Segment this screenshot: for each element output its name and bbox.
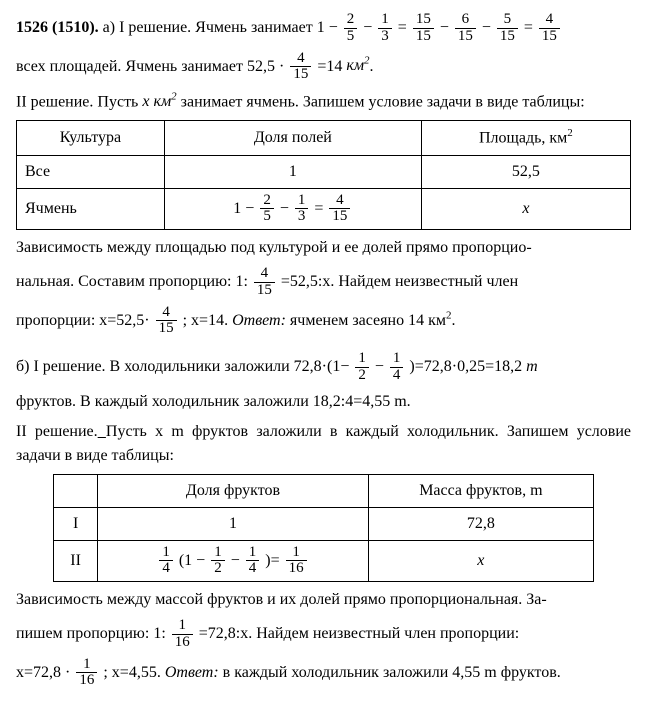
- th-fraction: Доля полей: [164, 121, 421, 155]
- table-row: Все 1 52,5: [17, 155, 631, 188]
- th-empty: [53, 474, 97, 507]
- a-sol1-label: а) I решение. Ячмень занимает: [103, 19, 313, 36]
- cell-1: 1: [98, 507, 368, 540]
- frac-4-15: 415: [539, 12, 560, 45]
- part-b-line1: б) I решение. В холодильники заложили 72…: [16, 351, 631, 384]
- answer-label-a: Ответ:: [232, 312, 286, 329]
- a-after-table-l2: нальная. Составим пропорцию: 1: 415 =52,…: [16, 266, 631, 299]
- th-area: Площадь, км2: [421, 121, 630, 155]
- th-fruit-mass: Масса фруктов, m: [368, 474, 593, 507]
- cell-1: 1: [164, 155, 421, 188]
- cell-frac-expr-b: 14 (1 − 12 − 14 )= 116: [98, 540, 368, 582]
- table-row: Доля фруктов Масса фруктов, m: [53, 474, 593, 507]
- cell-all: Все: [17, 155, 165, 188]
- cell-barley: Ячмень: [17, 188, 165, 230]
- cell-II: II: [53, 540, 97, 582]
- b-prop-line: х=72,8 · 116 ; х=4,55. Ответ: в каждый х…: [16, 657, 631, 690]
- frac-4-15b: 415: [290, 51, 311, 84]
- cell-72-8: 72,8: [368, 507, 593, 540]
- var-x-km2: x км2: [142, 93, 176, 110]
- table-b: Доля фруктов Масса фруктов, m I 1 72,8 I…: [53, 474, 594, 583]
- problem-number: 1526 (1510).: [16, 19, 99, 36]
- frac-15-15: 1515: [413, 12, 434, 45]
- a-prop-line: пропорции: х=52,5· 415 ; х=14. Ответ: яч…: [16, 305, 631, 338]
- part-a-line1: 1526 (1510). а) I решение. Ячмень занима…: [16, 12, 631, 45]
- part-a-line2: всех площадей. Ячмень занимает 52,5 · 41…: [16, 51, 631, 84]
- b-after1: Зависимость между массой фруктов и их до…: [16, 588, 631, 612]
- cell-x: x: [421, 188, 630, 230]
- table-row: Ячмень 1 − 25 − 13 = 415 x: [17, 188, 631, 230]
- a-eq1: 1 − 25 − 13 = 1515 − 615 − 515 = 415: [317, 19, 562, 36]
- frac-2-5: 25: [344, 12, 358, 45]
- a-after-table-l1: Зависимость между площадью под культурой…: [16, 236, 631, 260]
- answer-label-b: Ответ:: [165, 664, 219, 681]
- cell-I: I: [53, 507, 97, 540]
- part-a-sol2-intro: II решение. Пусть x км2 занимает ячмень.…: [16, 89, 631, 114]
- cell-x-b: x: [368, 540, 593, 582]
- th-fruit-frac: Доля фруктов: [98, 474, 368, 507]
- frac-1-3: 13: [378, 12, 392, 45]
- table-a: Культура Доля полей Площадь, км2 Все 1 5…: [16, 120, 631, 230]
- th-culture: Культура: [17, 121, 165, 155]
- frac-5-15: 515: [497, 12, 518, 45]
- table-row: I 1 72,8: [53, 507, 593, 540]
- cell-frac-expr: 1 − 25 − 13 = 415: [164, 188, 421, 230]
- b-after2: пишем пропорцию: 1: 116 =72,8:х. Найдем …: [16, 618, 631, 651]
- part-b-line2: фруктов. В каждый холодильник заложили 1…: [16, 390, 631, 414]
- unit-km2: км2: [346, 57, 369, 74]
- table-row: II 14 (1 − 12 − 14 )= 116 x: [53, 540, 593, 582]
- table-row: Культура Доля полей Площадь, км2: [17, 121, 631, 155]
- part-b-sol2-intro: II решение. Пусть х m фруктов заложили в…: [16, 420, 631, 468]
- cell-52-5: 52,5: [421, 155, 630, 188]
- frac-6-15: 615: [455, 12, 476, 45]
